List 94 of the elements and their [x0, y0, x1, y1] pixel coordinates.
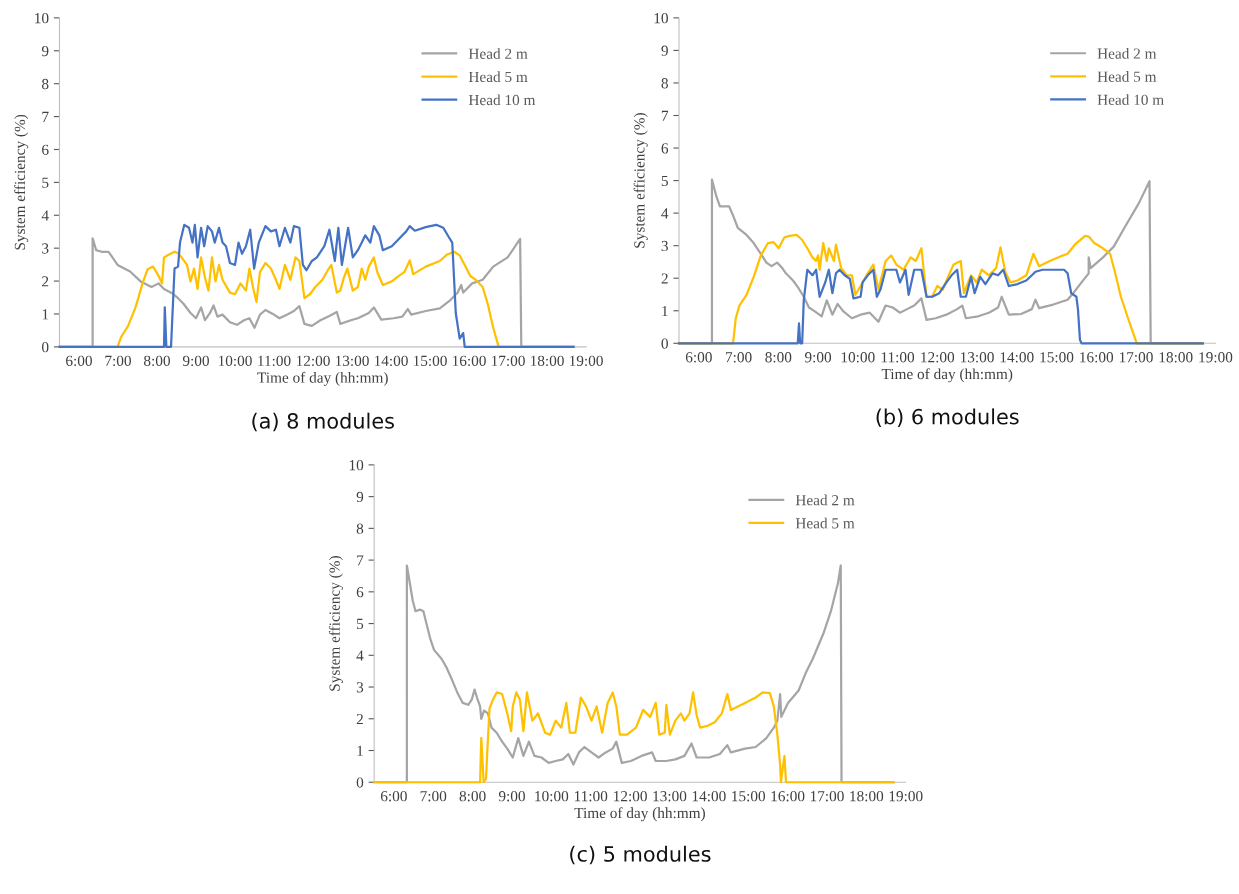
- y-axis-title: System efficiency (%): [328, 556, 343, 691]
- y-tick-label: 4: [661, 208, 669, 219]
- y-tick-label: 3: [661, 240, 668, 252]
- x-tick-label: 12:00: [921, 352, 955, 363]
- y-axis-title: System efficiency (%): [14, 114, 29, 250]
- x-tick-label: 6:00: [66, 355, 92, 367]
- y-tick-label: 5: [661, 175, 668, 187]
- x-tick-label: 10:00: [535, 791, 569, 802]
- legend-label: Head 5 m: [1097, 71, 1157, 82]
- y-tick-label: 3: [356, 682, 364, 693]
- y-tick-label: 3: [42, 243, 49, 254]
- x-tick-label: 11:00: [258, 355, 291, 367]
- x-tick-label: 18:00: [530, 355, 564, 367]
- x-axis-title: Time of day (hh:mm): [257, 371, 388, 386]
- x-tick-label: 11:00: [881, 352, 915, 363]
- y-tick-label: 9: [661, 45, 668, 56]
- y-tick-label: 8: [42, 78, 49, 90]
- y-tick-label: 6: [661, 143, 669, 154]
- x-tick-label: 7:00: [726, 352, 752, 363]
- text: (a) 8 modules: [252, 412, 394, 432]
- y-tick-label: 1: [42, 309, 49, 320]
- y-tick-label: 10: [35, 13, 49, 24]
- y-tick-label: 1: [357, 745, 363, 756]
- y-tick-label: 10: [654, 13, 668, 24]
- x-tick-label: 9:00: [498, 791, 525, 802]
- x-tick-label: 6:00: [380, 791, 407, 802]
- x-tick-label: 13:00: [335, 355, 369, 367]
- x-tick-label: 15:00: [732, 791, 766, 802]
- legend-label: Head 2 m: [468, 48, 528, 59]
- x-tick-label: 6:00: [685, 352, 712, 363]
- x-tick-label: 8:00: [459, 791, 486, 802]
- x-tick-label: 14:00: [374, 355, 408, 367]
- y-tick-label: 5: [42, 177, 49, 188]
- x-tick-label: 9:00: [182, 355, 209, 367]
- y-tick-label: 2: [661, 273, 668, 284]
- x-tick-label: 18:00: [850, 791, 884, 802]
- x-axis-title: Time of day (hh:mm): [881, 368, 1013, 383]
- y-tick-label: 8: [356, 523, 364, 534]
- x-tick-label: 8:00: [143, 355, 170, 367]
- x-tick-label: 15:00: [413, 355, 447, 367]
- y-tick-label: 4: [41, 210, 49, 221]
- y-tick-label: 5: [357, 618, 364, 630]
- y-tick-label: 7: [661, 110, 669, 121]
- x-tick-label: 18:00: [1159, 352, 1193, 363]
- x-tick-label: 19:00: [569, 355, 603, 367]
- y-tick-label: 7: [42, 111, 49, 122]
- x-tick-label: 17:00: [491, 355, 525, 367]
- line-series: [677, 268, 1204, 345]
- x-tick-label: 19:00: [889, 791, 923, 802]
- x-tick-label: 15:00: [1040, 352, 1074, 363]
- x-tick-label: 8:00: [765, 352, 792, 363]
- y-tick-label: 8: [661, 78, 668, 89]
- text: (c) 5 modules: [570, 845, 711, 865]
- y-tick-label: 0: [356, 777, 364, 788]
- x-tick-label: 17:00: [810, 791, 844, 802]
- x-tick-label: 16:00: [771, 791, 805, 802]
- x-tick-label: 7:00: [105, 355, 131, 367]
- y-tick-label: 7: [357, 555, 364, 566]
- legend-label: Head 2 m: [795, 494, 855, 506]
- legend-label: Head 10 m: [1097, 94, 1164, 105]
- y-tick-label: 0: [42, 342, 49, 353]
- line-series: [373, 691, 895, 784]
- x-tick-label: 19:00: [1199, 352, 1233, 363]
- legend-label: Head 5 m: [468, 71, 528, 83]
- x-tick-label: 7:00: [420, 791, 447, 802]
- y-tick-label: 4: [356, 650, 364, 661]
- y-tick-label: 1: [662, 305, 668, 317]
- text: (b) 6 modules: [876, 408, 1019, 427]
- y-tick-label: 6: [356, 587, 364, 598]
- y-tick-label: 0: [661, 338, 668, 349]
- legend-label: Head 2 m: [1097, 47, 1157, 59]
- y-axis-title: System efficiency (%): [633, 113, 648, 248]
- legend-label: Head 5 m: [795, 517, 855, 529]
- x-tick-label: 11:00: [574, 791, 608, 802]
- y-tick-label: 2: [356, 713, 363, 725]
- y-tick-label: 6: [42, 144, 49, 155]
- y-tick-label: 9: [356, 491, 364, 503]
- x-tick-label: 9:00: [804, 352, 832, 363]
- x-tick-label: 13:00: [960, 352, 994, 363]
- x-axis-title: Time of day (hh:mm): [574, 807, 705, 822]
- x-tick-label: 13:00: [653, 791, 687, 802]
- x-tick-label: 16:00: [452, 355, 486, 367]
- x-tick-label: 12:00: [614, 791, 647, 802]
- x-tick-label: 12:00: [296, 355, 330, 367]
- y-tick-label: 10: [349, 460, 364, 471]
- y-tick-label: 2: [42, 276, 49, 287]
- x-tick-label: 17:00: [1119, 352, 1153, 363]
- x-tick-label: 16:00: [1080, 352, 1114, 363]
- y-tick-label: 9: [41, 45, 49, 57]
- x-tick-label: 10:00: [218, 355, 252, 367]
- x-tick-label: 14:00: [1000, 352, 1034, 363]
- x-tick-label: 10:00: [841, 352, 875, 363]
- x-tick-label: 14:00: [692, 791, 726, 802]
- legend-label: Head 10 m: [468, 94, 536, 106]
